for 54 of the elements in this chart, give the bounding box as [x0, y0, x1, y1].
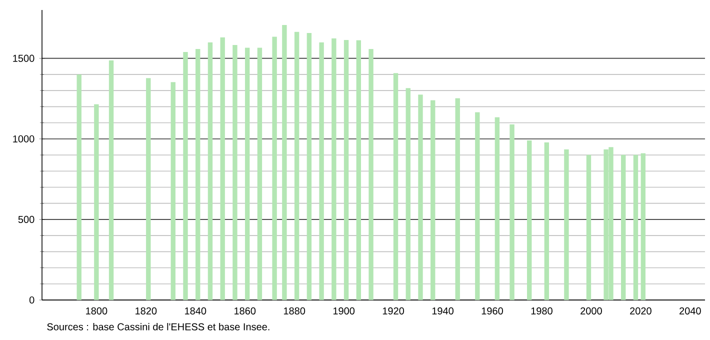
bar	[621, 154, 626, 300]
bar	[294, 32, 300, 300]
x-tick-label: 2000	[580, 307, 602, 314]
bar	[196, 48, 200, 300]
x-tick-label: 1920	[382, 307, 404, 314]
bar	[272, 36, 277, 300]
bar	[94, 104, 99, 300]
bar	[282, 24, 287, 300]
y-tick-label: 0	[29, 296, 34, 304]
x-tick-label: 1840	[185, 307, 206, 314]
x-tick-label: 1880	[284, 307, 306, 314]
bar	[319, 42, 324, 300]
bar	[244, 48, 250, 300]
x-tick-label: 1940	[432, 307, 454, 314]
bar	[564, 149, 569, 300]
bar	[368, 48, 374, 300]
bar	[527, 140, 532, 300]
y-tick-label: 1000	[13, 135, 34, 142]
bar	[344, 40, 349, 300]
bar	[406, 88, 410, 300]
bar	[430, 100, 436, 300]
bar	[544, 142, 550, 300]
x-tick-label: 2040	[680, 307, 701, 314]
bar	[510, 124, 514, 300]
bar	[418, 94, 423, 300]
bar	[356, 40, 362, 300]
bar	[306, 33, 312, 300]
bar	[332, 38, 336, 300]
source-note: Sources : base Cassini de l'EHESS et base Insee.	[47, 323, 270, 330]
bar	[232, 44, 238, 300]
y-tick-label: 1500	[13, 54, 34, 62]
bar	[208, 42, 213, 300]
bar	[108, 60, 114, 300]
bar	[146, 78, 151, 300]
bar	[494, 117, 500, 300]
bar	[393, 73, 398, 300]
bar	[633, 154, 638, 300]
x-tick-label: 2020	[630, 307, 652, 314]
x-tick-label: 1960	[482, 307, 503, 314]
x-tick-label: 1980	[531, 307, 552, 314]
y-tick-label: 500	[18, 216, 34, 223]
x-tick-label: 1900	[333, 307, 355, 314]
bar	[586, 154, 592, 300]
bar	[76, 74, 82, 300]
bar	[475, 112, 480, 300]
x-tick-label: 1800	[86, 307, 108, 314]
bar	[183, 52, 188, 300]
x-tick-label: 1860	[234, 307, 256, 314]
bar	[640, 153, 646, 300]
x-tick-label: 1820	[136, 307, 157, 314]
bar	[220, 37, 225, 300]
bar	[455, 98, 460, 300]
bar	[170, 82, 176, 300]
bar	[257, 48, 262, 300]
